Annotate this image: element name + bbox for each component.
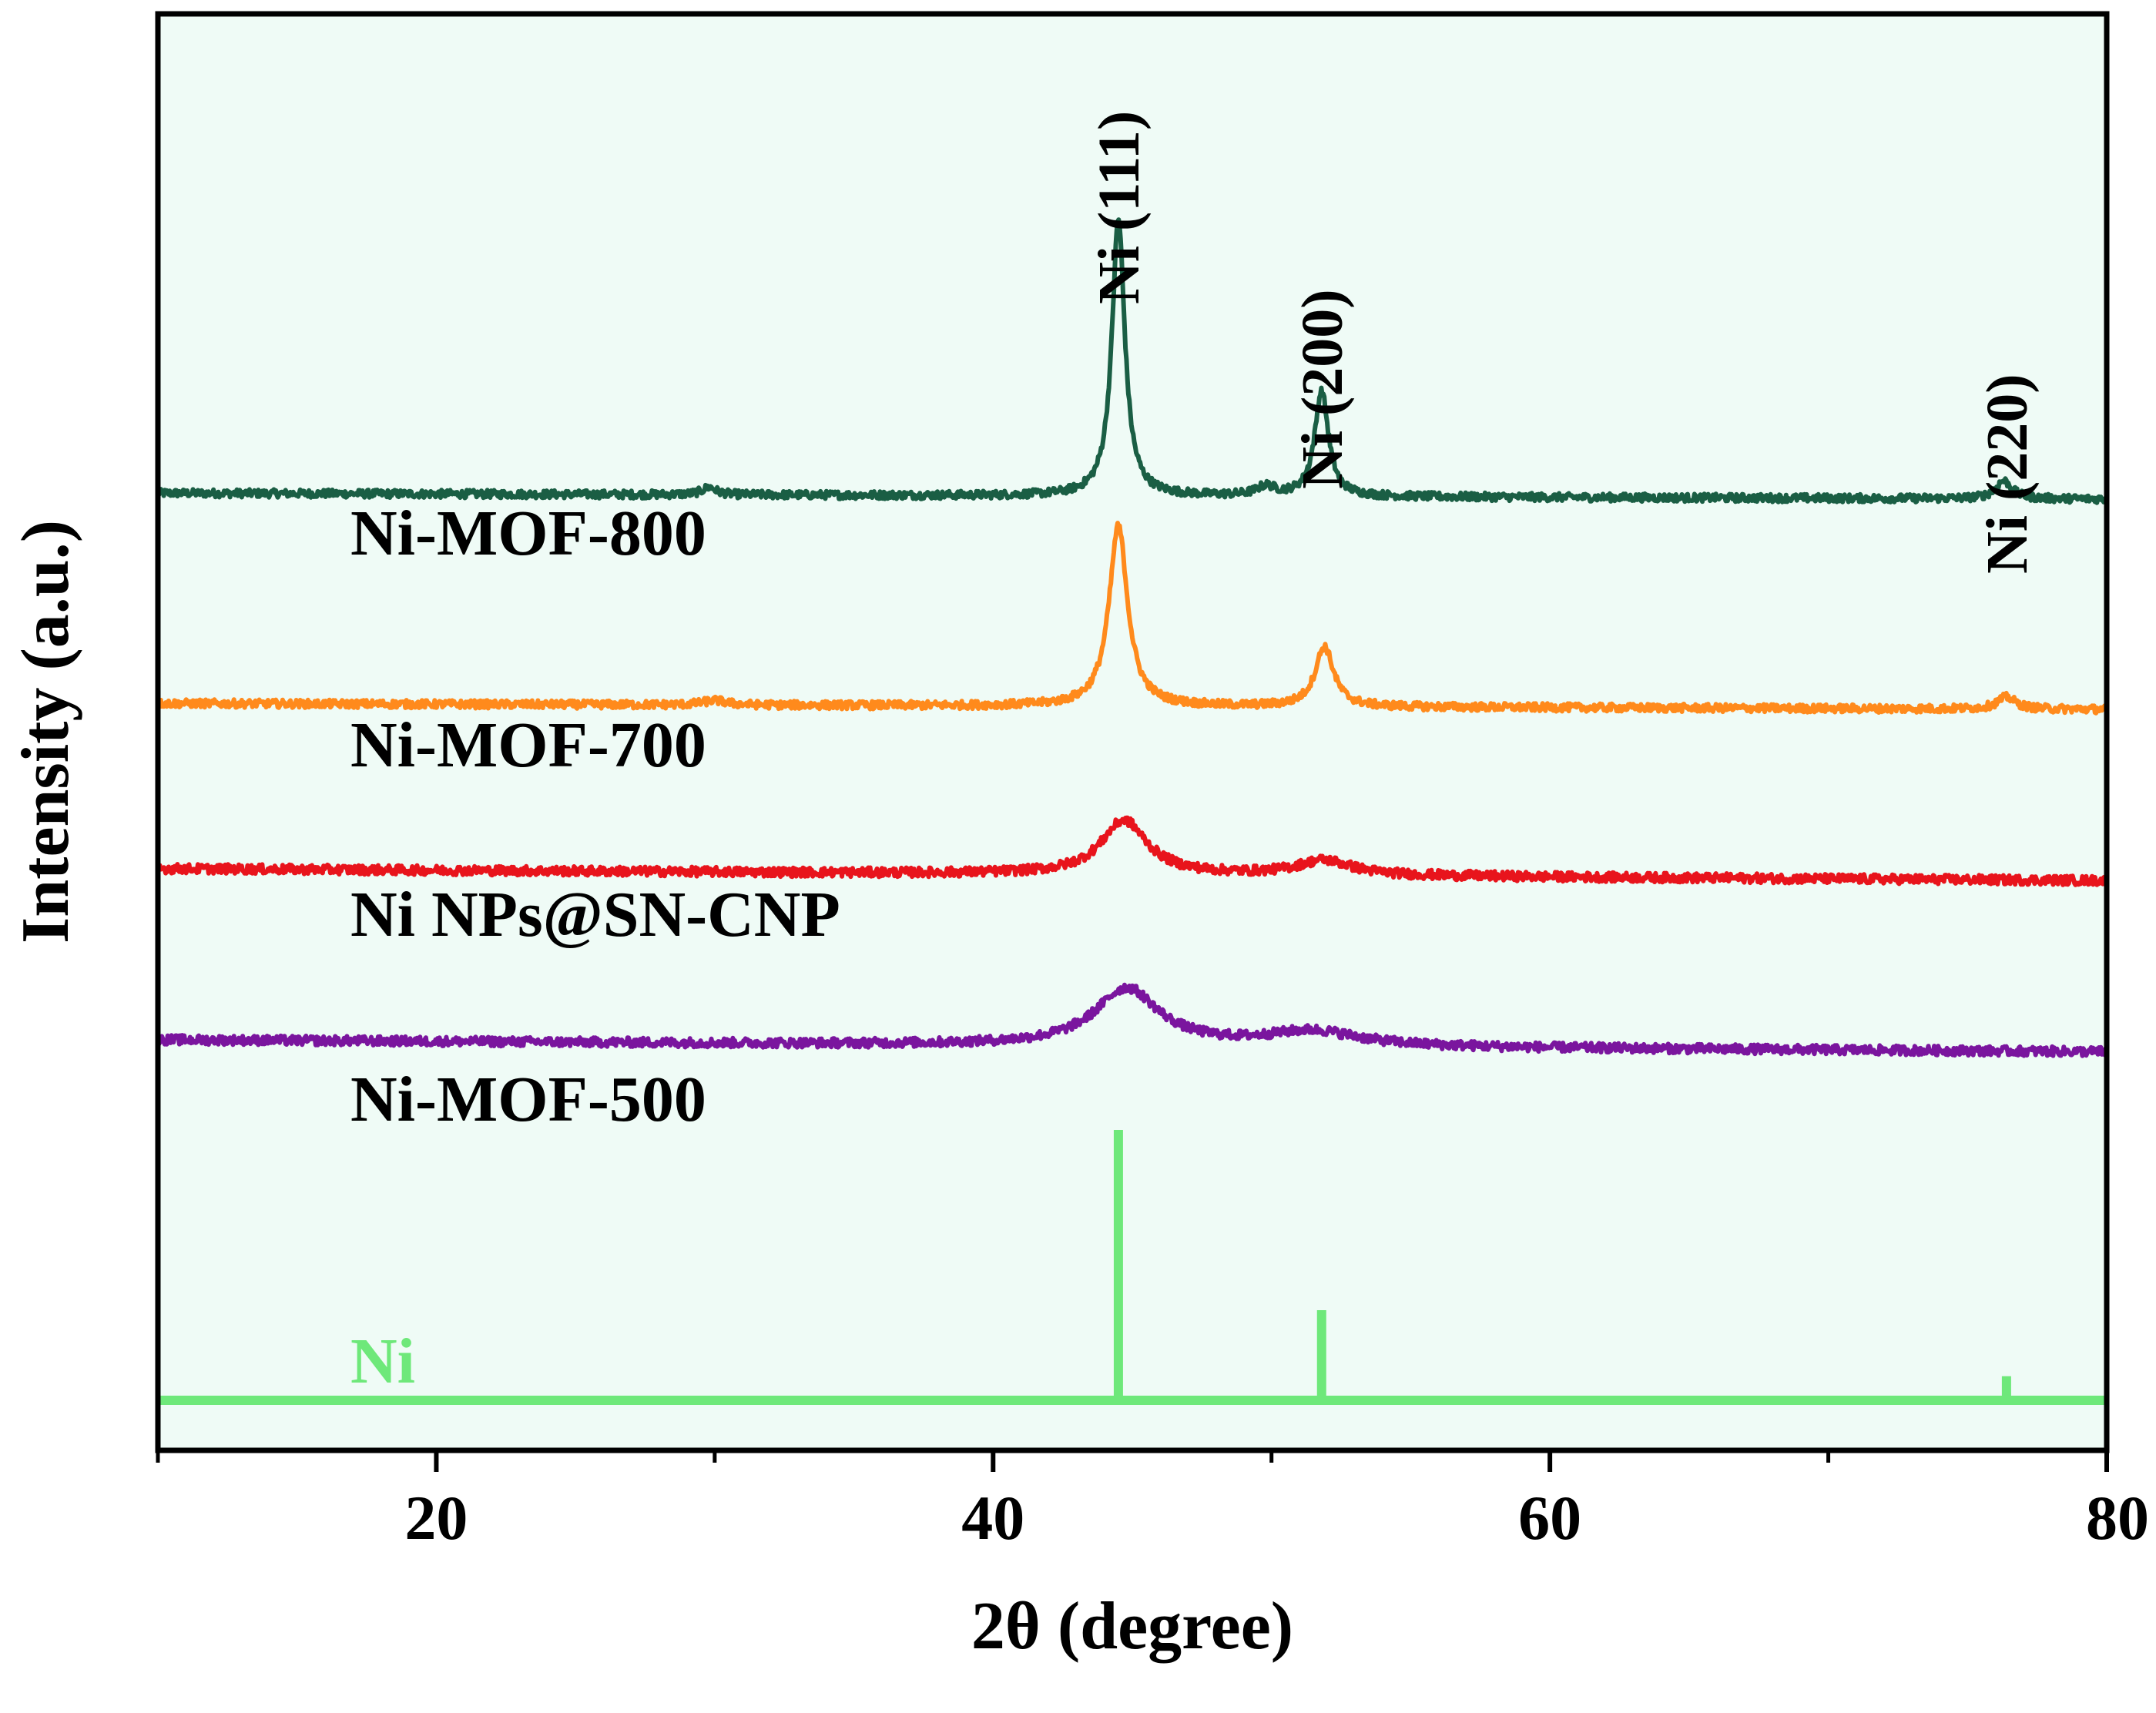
series-line-2: [156, 815, 2109, 887]
peak-annotation-1: Ni (200): [1290, 289, 1355, 489]
series-label-3: Ni-MOF-500: [350, 1064, 706, 1135]
plot-frame: [155, 11, 2110, 1453]
series-line-3: [156, 982, 2109, 1058]
reference-label: Ni: [350, 1326, 415, 1397]
x-tick-label-2: 60: [1518, 1483, 1581, 1553]
x-tick-label-1: 40: [961, 1483, 1024, 1553]
series-label-2: Ni NPs@SN-CNP: [350, 879, 840, 950]
label-layer: Ni-MOF-800 Ni-MOF-700 Ni NPs@SN-CNP Ni-MOF-…: [350, 111, 2040, 1397]
y-axis-title: Intensity (a.u.): [8, 520, 83, 944]
series-layer: [156, 217, 2109, 1058]
x-axis-ticks: 20 40 60 80: [156, 1450, 2149, 1553]
series-line-0: [156, 217, 2109, 505]
peak-annotation-0: Ni (111): [1087, 111, 1152, 304]
reference-layer: [158, 1130, 2107, 1405]
series-label-1: Ni-MOF-700: [350, 709, 706, 781]
series-label-0: Ni-MOF-800: [350, 498, 706, 569]
x-axis-title: 2θ (degree): [971, 1589, 1293, 1664]
x-tick-label-0: 20: [404, 1483, 468, 1553]
series-line-1: [156, 521, 2109, 716]
x-tick-label-3: 80: [2086, 1483, 2149, 1553]
plot-background: [158, 14, 2107, 1450]
peak-annotation-2: Ni (220): [1975, 374, 2040, 574]
